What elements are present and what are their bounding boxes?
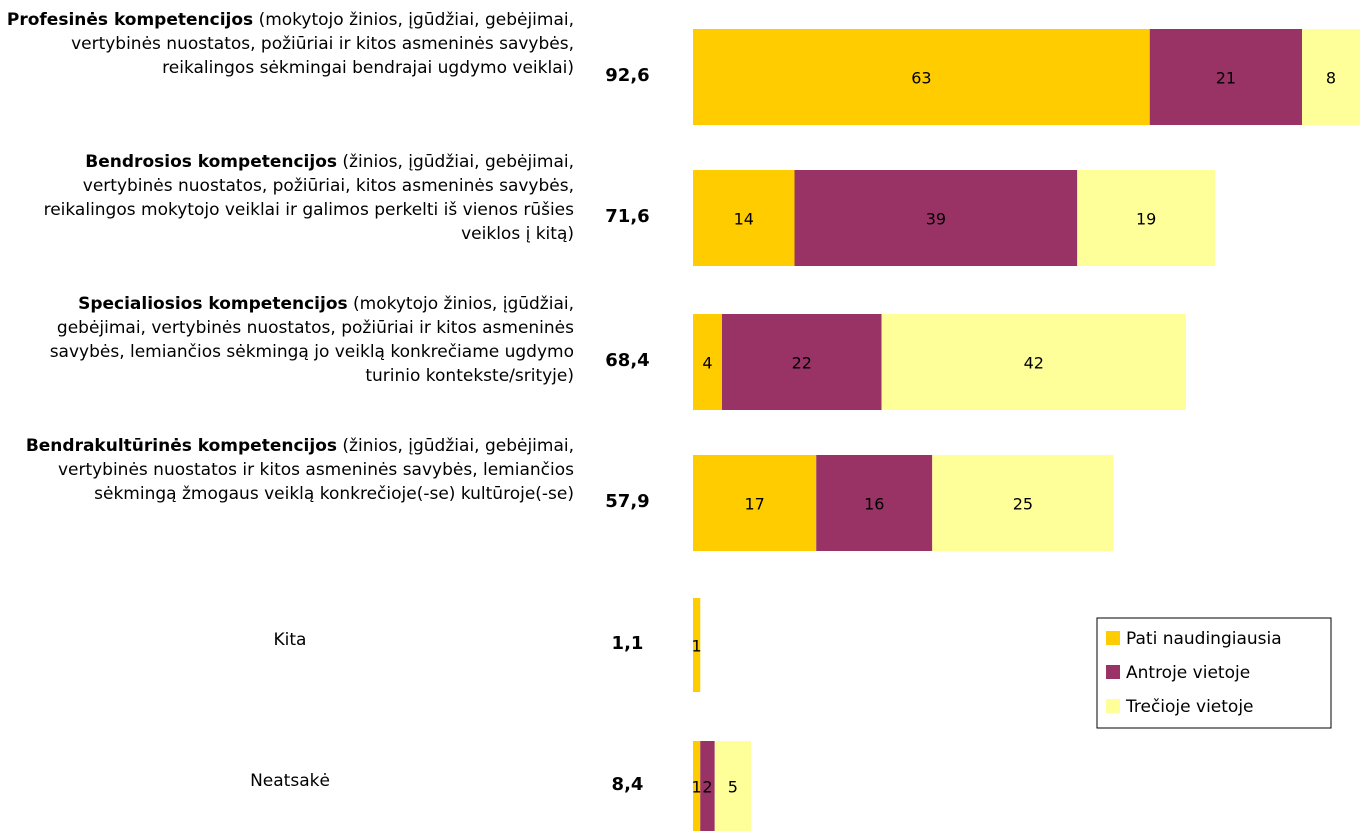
category-title: Specialiosios kompetencijos bbox=[78, 294, 348, 314]
category-note: (žinios, įgūdžiai, gebėjimai, vertybinės… bbox=[57, 436, 574, 504]
legend-swatch bbox=[1106, 665, 1120, 679]
value-label: 5 bbox=[728, 778, 738, 797]
total-label: 1,1 bbox=[611, 633, 644, 654]
bar-segment bbox=[794, 170, 1078, 266]
legend-label: Trečioje vietoje bbox=[1125, 697, 1254, 717]
bar-segment bbox=[1149, 29, 1302, 125]
category-name: Kita bbox=[273, 630, 307, 650]
bar-segment bbox=[1302, 29, 1360, 125]
category-title: Bendrosios kompetencijos bbox=[85, 152, 338, 172]
bar-segment bbox=[722, 314, 882, 410]
legend-box bbox=[1096, 617, 1332, 729]
category-name: Neatsakė bbox=[250, 771, 330, 791]
legend-label: Pati naudingiausia bbox=[1126, 629, 1282, 649]
value-label: 8 bbox=[1326, 69, 1336, 88]
bar-segment bbox=[1077, 170, 1215, 266]
value-label: 42 bbox=[1024, 354, 1044, 373]
total-label: 8,4 bbox=[611, 774, 644, 795]
bar-segment bbox=[881, 314, 1186, 410]
value-label: 14 bbox=[734, 210, 754, 229]
value-label: 1 bbox=[692, 778, 702, 797]
category-label: Neatsakė bbox=[100, 769, 480, 793]
value-label: 4 bbox=[702, 354, 712, 373]
category-label: Specialiosios kompetencijos (mokytojo ži… bbox=[0, 292, 574, 388]
value-label: 19 bbox=[1136, 210, 1156, 229]
category-note: (mokytojo žinios, įgūdžiai, gebėjimai, v… bbox=[71, 10, 574, 78]
total-label: 57,9 bbox=[605, 491, 650, 512]
legend: Pati naudingiausia Antroje vietoje Trečioj… bbox=[1096, 617, 1332, 729]
bar-segment bbox=[693, 598, 701, 692]
value-label: 1 bbox=[692, 637, 702, 656]
bar-segment bbox=[693, 29, 1150, 125]
category-note: (žinios, įgūdžiai, gebėjimai, vertybinės… bbox=[43, 152, 574, 244]
category-title: Profesinės kompetencijos bbox=[6, 10, 254, 30]
legend-swatch bbox=[1106, 699, 1120, 713]
total-label: 68,4 bbox=[605, 350, 650, 371]
bar-segment bbox=[693, 170, 795, 266]
value-label: 2 bbox=[702, 778, 712, 797]
value-label: 21 bbox=[1216, 69, 1236, 88]
legend-swatch bbox=[1106, 631, 1120, 645]
bar-segment bbox=[693, 741, 701, 831]
category-note: (mokytojo žinios, įgūdžiai, gebėjimai, v… bbox=[49, 294, 574, 386]
total-label: 71,6 bbox=[605, 206, 650, 227]
total-label: 92,6 bbox=[605, 65, 650, 86]
legend-label: Antroje vietoje bbox=[1126, 663, 1250, 683]
bar-segment bbox=[693, 455, 817, 551]
category-label: Kita bbox=[100, 628, 480, 652]
category-title: Bendrakultūrinės kompetencijos bbox=[25, 436, 338, 456]
bar-segment bbox=[714, 741, 751, 831]
value-label: 39 bbox=[926, 210, 946, 229]
value-label: 17 bbox=[744, 495, 764, 514]
value-label: 22 bbox=[792, 354, 812, 373]
bar-segment bbox=[932, 455, 1114, 551]
category-label: Profesinės kompetencijos (mokytojo žinio… bbox=[0, 8, 574, 80]
value-label: 25 bbox=[1013, 495, 1033, 514]
value-label: 16 bbox=[864, 495, 884, 514]
category-label: Bendrakultūrinės kompetencijos (žinios, … bbox=[0, 434, 574, 506]
category-label: Bendrosios kompetencijos (žinios, įgūdži… bbox=[0, 150, 574, 246]
bar-segment bbox=[816, 455, 933, 551]
bar-segment bbox=[700, 741, 715, 831]
value-label: 63 bbox=[911, 69, 931, 88]
bar-segment bbox=[693, 314, 722, 410]
